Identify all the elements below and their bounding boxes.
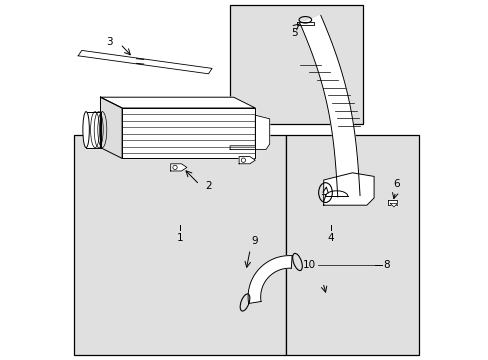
Polygon shape	[239, 157, 255, 164]
Polygon shape	[170, 164, 186, 171]
Polygon shape	[300, 15, 359, 197]
Polygon shape	[101, 97, 122, 158]
Text: 2: 2	[204, 181, 211, 191]
Text: 7: 7	[320, 194, 326, 204]
Bar	[285, 135, 418, 355]
Polygon shape	[86, 112, 101, 148]
Text: 6: 6	[392, 179, 399, 189]
Circle shape	[241, 158, 245, 162]
Polygon shape	[122, 108, 255, 158]
Polygon shape	[247, 256, 291, 303]
Bar	[73, 135, 285, 355]
Text: 5: 5	[291, 28, 298, 38]
Polygon shape	[101, 97, 255, 108]
Text: 4: 4	[327, 233, 333, 243]
Text: 8: 8	[382, 260, 389, 270]
Text: 10: 10	[302, 260, 315, 270]
Circle shape	[172, 165, 177, 170]
Polygon shape	[78, 50, 212, 74]
Text: 3: 3	[106, 37, 113, 48]
Text: 9: 9	[250, 236, 257, 246]
Text: 1: 1	[176, 233, 183, 243]
Polygon shape	[296, 22, 313, 25]
Ellipse shape	[82, 112, 89, 148]
Polygon shape	[230, 115, 269, 149]
Polygon shape	[387, 200, 397, 205]
Polygon shape	[323, 173, 373, 205]
Bar	[230, 5, 363, 124]
Polygon shape	[389, 203, 397, 207]
